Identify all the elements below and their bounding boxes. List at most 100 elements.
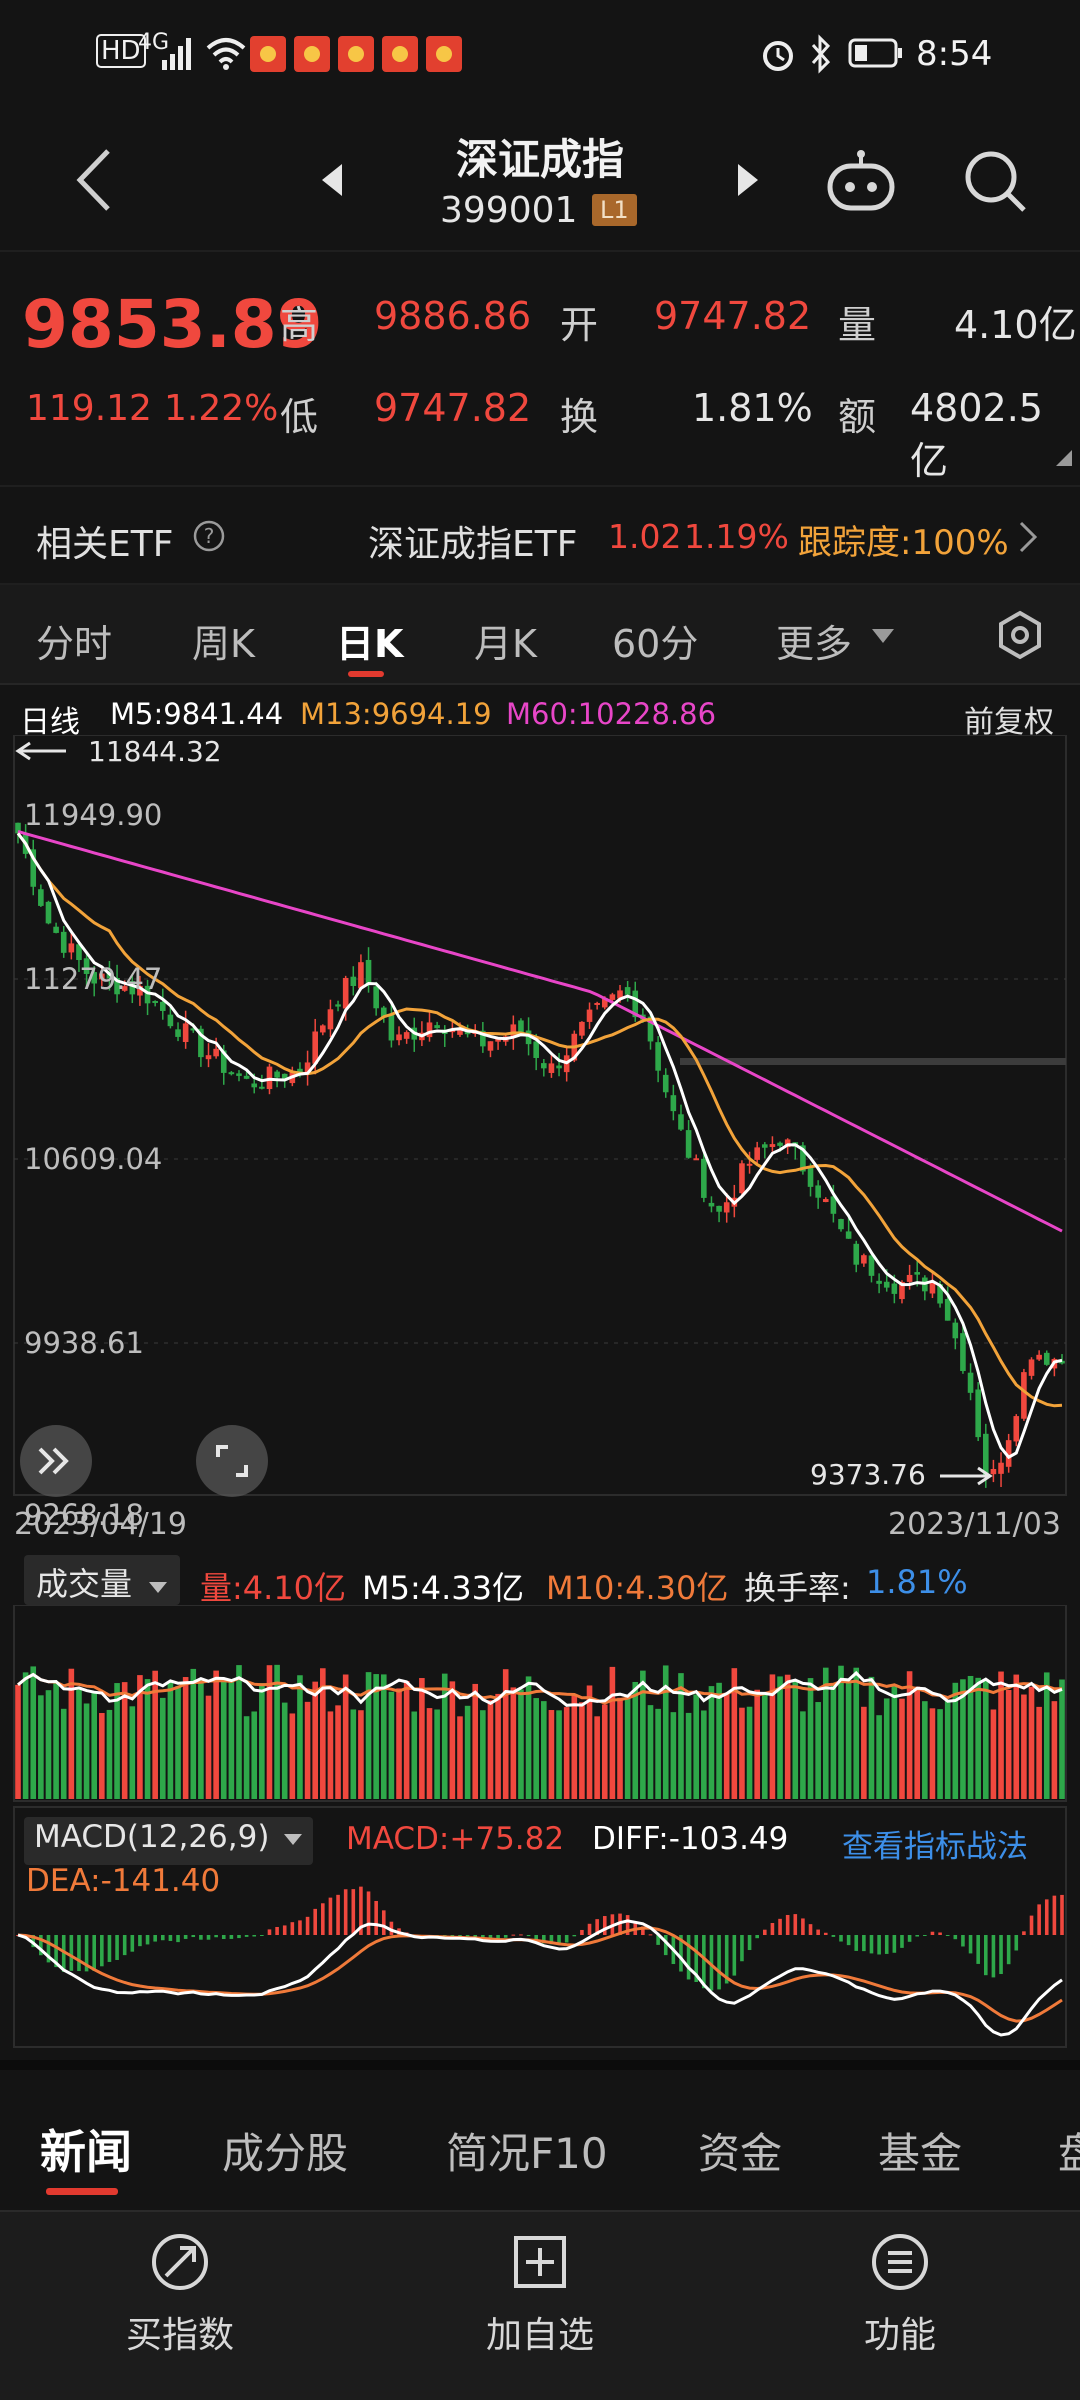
tab-funds-flow[interactable]: 资金	[698, 2129, 783, 2178]
macd-bar	[305, 1916, 310, 1935]
tab-news[interactable]: 新闻	[40, 2125, 132, 2179]
expand-corner-icon[interactable]	[1056, 450, 1072, 466]
candle	[434, 1025, 440, 1029]
macd-canvas[interactable]	[0, 1805, 1080, 2055]
volume-bar	[434, 1709, 440, 1799]
y-tick: 9938.61	[24, 1326, 144, 1360]
add-watchlist-button[interactable]: 加自选	[420, 2232, 660, 2358]
volume-bar	[259, 1683, 265, 1799]
tab-intraday[interactable]: 分时	[36, 622, 113, 666]
ma60-line	[17, 830, 1063, 1233]
tab-more-clipped[interactable]: 盘	[1058, 2129, 1080, 2178]
tab-weekly[interactable]: 周K	[192, 622, 255, 666]
macd-bar	[709, 1935, 714, 1991]
low-label: 低	[280, 395, 319, 439]
back-arrow-icon[interactable]	[70, 145, 120, 215]
macd-bar	[191, 1935, 196, 1938]
candle	[190, 1028, 197, 1031]
candle	[960, 1333, 966, 1372]
candle	[929, 1282, 936, 1294]
candle	[60, 931, 67, 953]
candle	[861, 1255, 867, 1264]
macd-bar	[587, 1923, 592, 1935]
tab-f10[interactable]: 简况F10	[446, 2129, 608, 2178]
candle	[1043, 1352, 1050, 1365]
volume-bar	[289, 1713, 296, 1799]
candle	[91, 972, 98, 984]
next-index-icon[interactable]	[732, 162, 762, 198]
candle	[525, 1030, 532, 1045]
candle	[228, 1072, 235, 1075]
macd-bar	[1029, 1915, 1034, 1935]
functions-button[interactable]: 功能	[780, 2232, 1020, 2358]
macd-bar	[564, 1935, 569, 1943]
related-etf-bar[interactable]: 相关ETF ? 深证成指ETF 1.02 1.19% 跟踪度:100%	[0, 485, 1080, 585]
candle	[944, 1299, 951, 1321]
macd-indicator-select[interactable]: MACD(12,26,9)	[24, 1817, 314, 1865]
macd-bar	[488, 1935, 493, 1940]
macd-bar	[77, 1935, 81, 1972]
settings-hex-icon[interactable]	[994, 609, 1046, 661]
candle	[426, 1022, 433, 1038]
kline-chart[interactable]: 日线 M5:9841.44 M13:9694.19 M60:10228.86 前…	[0, 685, 1080, 1545]
candle	[670, 1095, 677, 1112]
help-icon[interactable]: ?	[192, 519, 226, 553]
candle	[342, 977, 349, 1009]
ma60-label: M60:10228.86	[506, 697, 717, 731]
volume-panel[interactable]: 成交量 量:4.10亿 M5:4.33亿 M10:4.30亿 换手率: 1.81…	[0, 1545, 1080, 1805]
kline-canvas[interactable]: 11949.90 11279.47 10609.04 9938.61 9268.…	[0, 735, 1080, 1545]
tab-60min[interactable]: 60分	[612, 622, 699, 666]
fullscreen-button[interactable]	[196, 1425, 268, 1497]
candle	[350, 976, 357, 986]
candle	[76, 944, 82, 961]
volume-bar	[678, 1673, 684, 1799]
macd-bar	[839, 1935, 843, 1942]
indicator-strategy-link[interactable]: 查看指标战法	[842, 1829, 1028, 1865]
tab-funds[interactable]: 基金	[878, 2129, 963, 2178]
volume-bar	[1021, 1694, 1027, 1799]
battery-icon	[848, 38, 902, 68]
collapse-button[interactable]	[20, 1425, 92, 1497]
tab-daily[interactable]: 日K	[336, 622, 404, 666]
volume-canvas[interactable]	[0, 1605, 1080, 1805]
tab-more[interactable]: 更多	[776, 622, 853, 666]
macd-bar	[961, 1935, 965, 1947]
network-type: 4G	[138, 30, 170, 55]
volume-bar	[937, 1709, 943, 1799]
dropdown-triangle-icon[interactable]	[870, 627, 896, 645]
search-icon[interactable]	[962, 148, 1028, 214]
price-change: 119.12	[26, 388, 152, 429]
chevron-right-icon[interactable]	[1016, 519, 1040, 555]
candle	[830, 1196, 837, 1214]
tab-constituents[interactable]: 成分股	[222, 2129, 349, 2178]
candle	[815, 1185, 821, 1198]
macd-bar	[389, 1921, 394, 1935]
macd-bar	[107, 1935, 112, 1962]
volume-bar	[640, 1670, 646, 1799]
macd-bar	[503, 1935, 508, 1938]
candle	[510, 1024, 517, 1038]
candle	[548, 1063, 555, 1073]
double-chevron-icon	[38, 1447, 69, 1475]
macd-bar	[321, 1903, 325, 1935]
volume-bar	[982, 1680, 989, 1799]
active-tab-indicator	[46, 2188, 118, 2195]
volume-bar	[198, 1678, 204, 1799]
notification-icon	[382, 36, 418, 72]
candle	[259, 1086, 265, 1089]
macd-bar	[100, 1935, 104, 1967]
candle	[1028, 1359, 1035, 1376]
robot-assistant-icon[interactable]	[824, 150, 898, 214]
tab-monthly[interactable]: 月K	[474, 622, 537, 666]
candle	[822, 1199, 829, 1203]
macd-bar	[717, 1935, 721, 1990]
prev-index-icon[interactable]	[318, 162, 348, 198]
macd-bar	[785, 1914, 790, 1935]
candle	[198, 1028, 204, 1058]
volume-bar	[624, 1695, 631, 1799]
volume-bar	[243, 1716, 250, 1799]
volume-indicator-select[interactable]: 成交量	[24, 1555, 181, 1605]
macd-panel[interactable]: MACD(12,26,9) MACD:+75.82 DIFF:-103.49 查…	[0, 1805, 1080, 2055]
buy-index-button[interactable]: 买指数	[60, 2232, 300, 2358]
turnover-value: 1.81%	[692, 386, 813, 430]
